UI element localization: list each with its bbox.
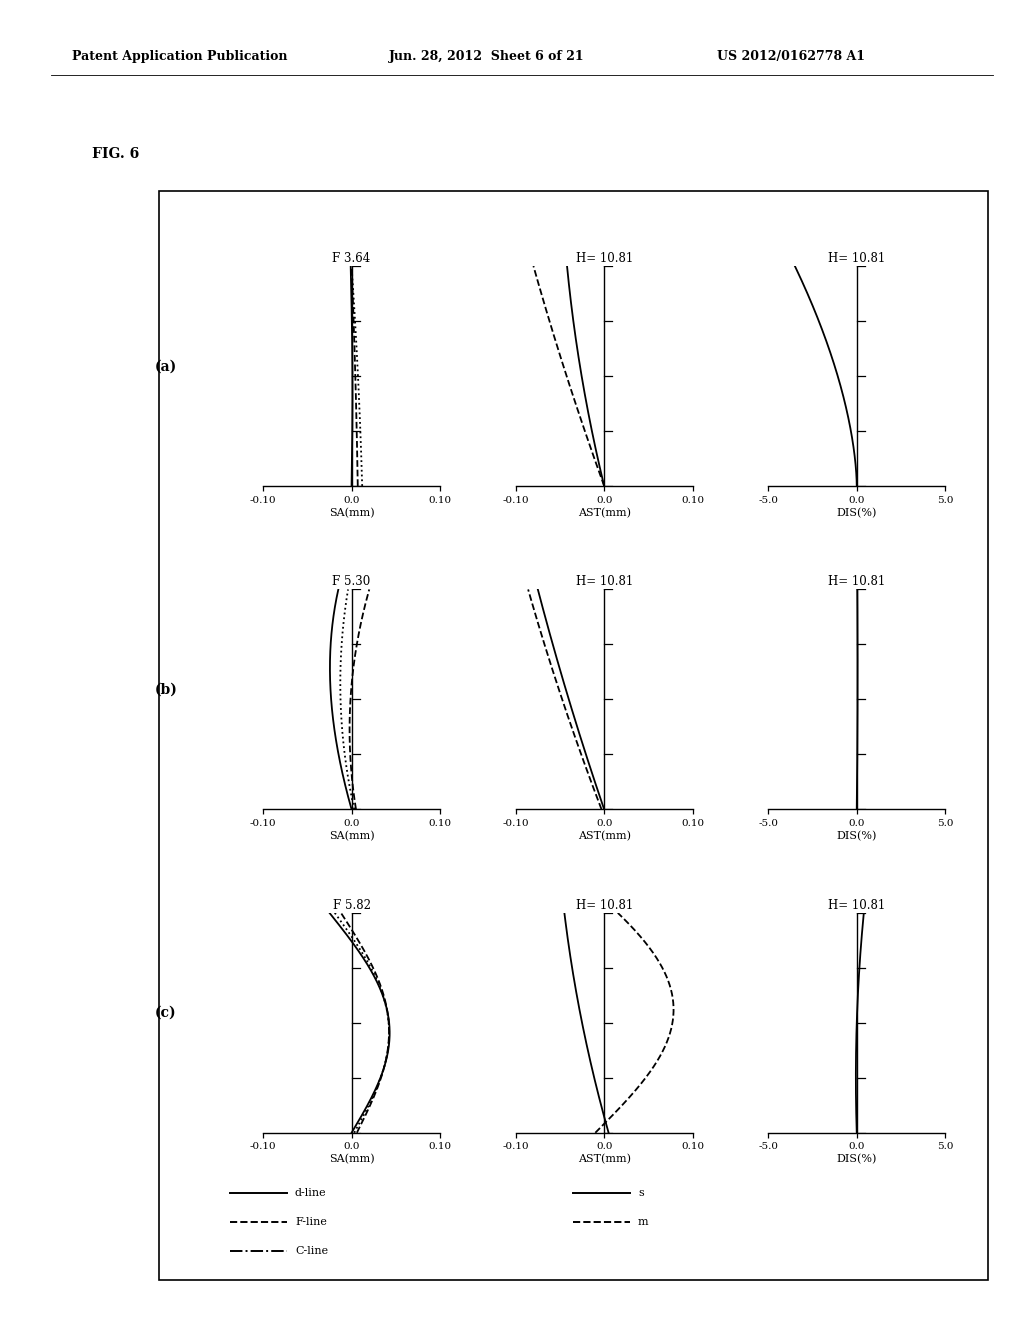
Text: US 2012/0162778 A1: US 2012/0162778 A1 [717,50,865,63]
Text: Patent Application Publication: Patent Application Publication [72,50,287,63]
X-axis label: DIS(%): DIS(%) [837,507,877,517]
X-axis label: DIS(%): DIS(%) [837,1154,877,1164]
Title: F 5.82: F 5.82 [333,899,371,912]
Title: H= 10.81: H= 10.81 [828,576,886,589]
Title: H= 10.81: H= 10.81 [828,899,886,912]
Title: F 5.30: F 5.30 [333,576,371,589]
X-axis label: AST(mm): AST(mm) [578,507,631,517]
Text: (c): (c) [155,1006,177,1020]
Text: m: m [638,1217,648,1228]
Title: H= 10.81: H= 10.81 [828,252,886,265]
Text: FIG. 6: FIG. 6 [92,148,139,161]
Text: (a): (a) [155,359,177,374]
Text: F-line: F-line [295,1217,327,1228]
Text: (b): (b) [155,682,177,697]
Title: H= 10.81: H= 10.81 [575,252,633,265]
Text: Jun. 28, 2012  Sheet 6 of 21: Jun. 28, 2012 Sheet 6 of 21 [389,50,585,63]
X-axis label: DIS(%): DIS(%) [837,830,877,841]
Title: H= 10.81: H= 10.81 [575,576,633,589]
Title: F 3.64: F 3.64 [333,252,371,265]
Text: s: s [638,1188,644,1199]
X-axis label: SA(mm): SA(mm) [329,830,375,841]
X-axis label: SA(mm): SA(mm) [329,1154,375,1164]
Title: H= 10.81: H= 10.81 [575,899,633,912]
Text: d-line: d-line [295,1188,327,1199]
X-axis label: SA(mm): SA(mm) [329,507,375,517]
Text: C-line: C-line [295,1246,328,1257]
X-axis label: AST(mm): AST(mm) [578,830,631,841]
X-axis label: AST(mm): AST(mm) [578,1154,631,1164]
